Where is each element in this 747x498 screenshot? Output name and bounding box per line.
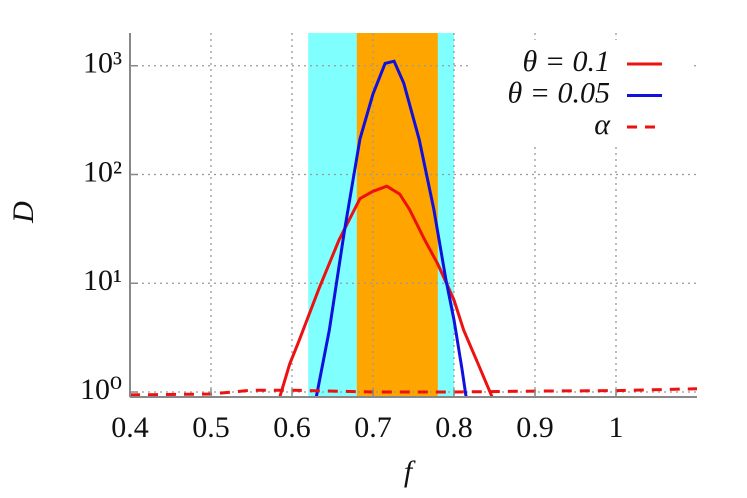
y-tick-label: 10¹ (83, 264, 122, 297)
series-line (278, 184, 494, 397)
y-axis-label: D (7, 201, 40, 224)
axes: 0.4 0.5 0.6 0.7 0.8 0.9 1 10⁰ 10¹ 10² 10³ (80, 33, 697, 444)
x-tick-label: 0.7 (354, 411, 392, 444)
x-tick-label: 0.8 (435, 411, 473, 444)
x-axis-label: f (404, 455, 416, 488)
x-tick-label: 0.4 (111, 411, 149, 444)
y-tick-label: 10³ (83, 47, 122, 80)
band (356, 33, 438, 397)
legend: θ = 0.1θ = 0.05α (508, 45, 662, 141)
x-tick-label: 0.9 (516, 411, 554, 444)
x-tick-label: 1 (609, 411, 624, 444)
legend-label: θ = 0.1 (523, 45, 610, 78)
x-tick-label: 0.6 (273, 411, 311, 444)
y-tick-label: 10² (83, 155, 122, 188)
legend-label: α (594, 108, 611, 141)
x-tick-label: 0.5 (192, 411, 230, 444)
y-tick-label: 10⁰ (80, 373, 122, 406)
legend-label: θ = 0.05 (508, 76, 610, 109)
series-line (314, 59, 468, 397)
bands (308, 33, 454, 397)
